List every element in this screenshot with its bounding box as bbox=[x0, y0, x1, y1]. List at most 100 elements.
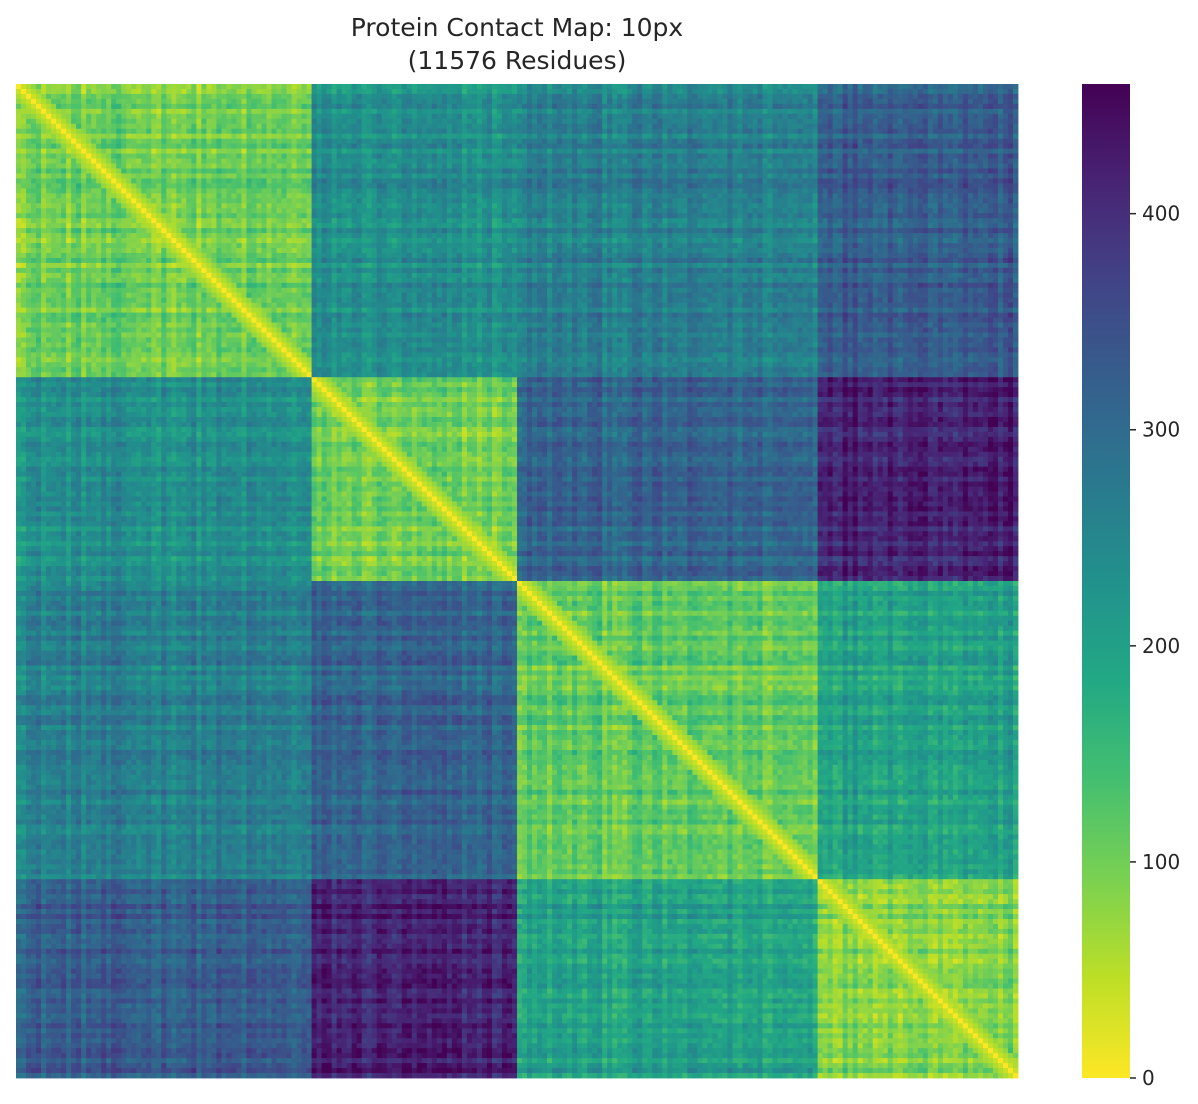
heatmap-cell bbox=[66, 93, 72, 100]
heatmap-cell bbox=[396, 84, 403, 90]
heatmap-cell bbox=[71, 128, 77, 135]
heatmap-cell bbox=[111, 198, 117, 204]
heatmap-cell bbox=[997, 193, 1004, 199]
heatmap-cell bbox=[587, 163, 593, 169]
heatmap-cell bbox=[992, 108, 999, 115]
heatmap-cell bbox=[136, 193, 142, 199]
heatmap-cell bbox=[116, 158, 122, 164]
heatmap-cell bbox=[276, 143, 282, 150]
heatmap-cell bbox=[892, 198, 899, 204]
heatmap-cell bbox=[176, 123, 182, 130]
heatmap-cell bbox=[662, 93, 668, 100]
heatmap-cell bbox=[431, 93, 438, 100]
heatmap-cell bbox=[196, 113, 202, 120]
heatmap-cell bbox=[301, 84, 307, 90]
heatmap-cell bbox=[747, 173, 753, 179]
heatmap-cell bbox=[607, 103, 613, 110]
heatmap-cell bbox=[376, 84, 383, 90]
heatmap-cell bbox=[121, 193, 127, 199]
heatmap-cell bbox=[727, 198, 733, 204]
heatmap-cell bbox=[201, 133, 207, 140]
heatmap-cell bbox=[992, 93, 999, 100]
heatmap-cell bbox=[166, 113, 172, 120]
heatmap-cell bbox=[286, 128, 292, 135]
heatmap-cell bbox=[146, 108, 152, 115]
heatmap-cell bbox=[982, 118, 989, 125]
heatmap-cell bbox=[446, 178, 453, 184]
heatmap-cell bbox=[511, 178, 518, 184]
heatmap-cell bbox=[191, 133, 197, 140]
heatmap-cell bbox=[572, 178, 578, 184]
heatmap-cell bbox=[226, 148, 232, 154]
heatmap-cell bbox=[732, 173, 738, 179]
heatmap-cell bbox=[356, 88, 363, 95]
heatmap-cell bbox=[251, 103, 257, 110]
heatmap-cell bbox=[441, 84, 448, 90]
heatmap-cell bbox=[91, 163, 97, 169]
heatmap-cell bbox=[446, 113, 453, 120]
heatmap-cell bbox=[897, 158, 904, 164]
heatmap-cell bbox=[672, 173, 678, 179]
heatmap-cell bbox=[156, 113, 162, 120]
heatmap-cell bbox=[71, 93, 77, 100]
heatmap-cell bbox=[261, 178, 267, 184]
heatmap-cell bbox=[111, 123, 117, 130]
heatmap-cell bbox=[827, 188, 834, 194]
heatmap-cell bbox=[997, 158, 1004, 164]
heatmap-cell bbox=[532, 128, 538, 135]
heatmap-cell bbox=[792, 143, 798, 150]
heatmap-cell bbox=[476, 148, 483, 154]
heatmap-cell bbox=[727, 178, 733, 184]
heatmap-cell bbox=[296, 138, 302, 145]
heatmap-cell bbox=[852, 188, 859, 194]
heatmap-cell bbox=[241, 203, 247, 209]
heatmap-cell bbox=[471, 108, 478, 115]
heatmap-cell bbox=[777, 138, 783, 145]
heatmap-cell bbox=[416, 198, 423, 204]
heatmap-cell bbox=[982, 193, 989, 199]
heatmap-cell bbox=[26, 84, 32, 90]
heatmap-cell bbox=[216, 84, 222, 90]
heatmap-cell bbox=[476, 153, 483, 159]
heatmap-cell bbox=[241, 138, 247, 145]
heatmap-cell bbox=[952, 163, 959, 169]
heatmap-cell bbox=[557, 198, 563, 204]
heatmap-cell bbox=[216, 138, 222, 145]
heatmap-cell bbox=[171, 133, 177, 140]
heatmap-cell bbox=[101, 203, 107, 209]
heatmap-cell bbox=[817, 84, 824, 90]
heatmap-cell bbox=[76, 128, 82, 135]
heatmap-cell bbox=[381, 193, 388, 199]
heatmap-cell bbox=[431, 88, 438, 95]
heatmap-cell bbox=[737, 168, 743, 174]
heatmap-cell bbox=[171, 198, 177, 204]
heatmap-cell bbox=[311, 148, 317, 154]
heatmap-cell bbox=[887, 178, 894, 184]
heatmap-cell bbox=[316, 158, 323, 164]
heatmap-cell bbox=[797, 158, 803, 164]
heatmap-cell bbox=[677, 108, 683, 115]
heatmap-cell bbox=[271, 193, 277, 199]
heatmap-cell bbox=[792, 183, 798, 189]
heatmap-cell bbox=[221, 198, 227, 204]
heatmap-cell bbox=[827, 118, 834, 125]
heatmap-cell bbox=[627, 183, 633, 189]
heatmap-cell bbox=[326, 113, 333, 120]
heatmap-cell bbox=[867, 198, 874, 204]
heatmap-cell bbox=[446, 143, 453, 150]
heatmap-cell bbox=[917, 163, 924, 169]
heatmap-cell bbox=[216, 93, 222, 100]
heatmap-cell bbox=[942, 118, 949, 125]
heatmap-cell bbox=[156, 84, 162, 90]
heatmap-cell bbox=[797, 163, 803, 169]
heatmap-cell bbox=[887, 203, 894, 209]
heatmap-cell bbox=[181, 84, 187, 90]
heatmap-cell bbox=[101, 173, 107, 179]
heatmap-cell bbox=[321, 118, 328, 125]
heatmap-cell bbox=[376, 108, 383, 115]
heatmap-cell bbox=[647, 183, 653, 189]
heatmap-cell bbox=[707, 163, 713, 169]
heatmap-cell bbox=[166, 108, 172, 115]
heatmap-cell bbox=[356, 153, 363, 159]
heatmap-cell bbox=[236, 158, 242, 164]
